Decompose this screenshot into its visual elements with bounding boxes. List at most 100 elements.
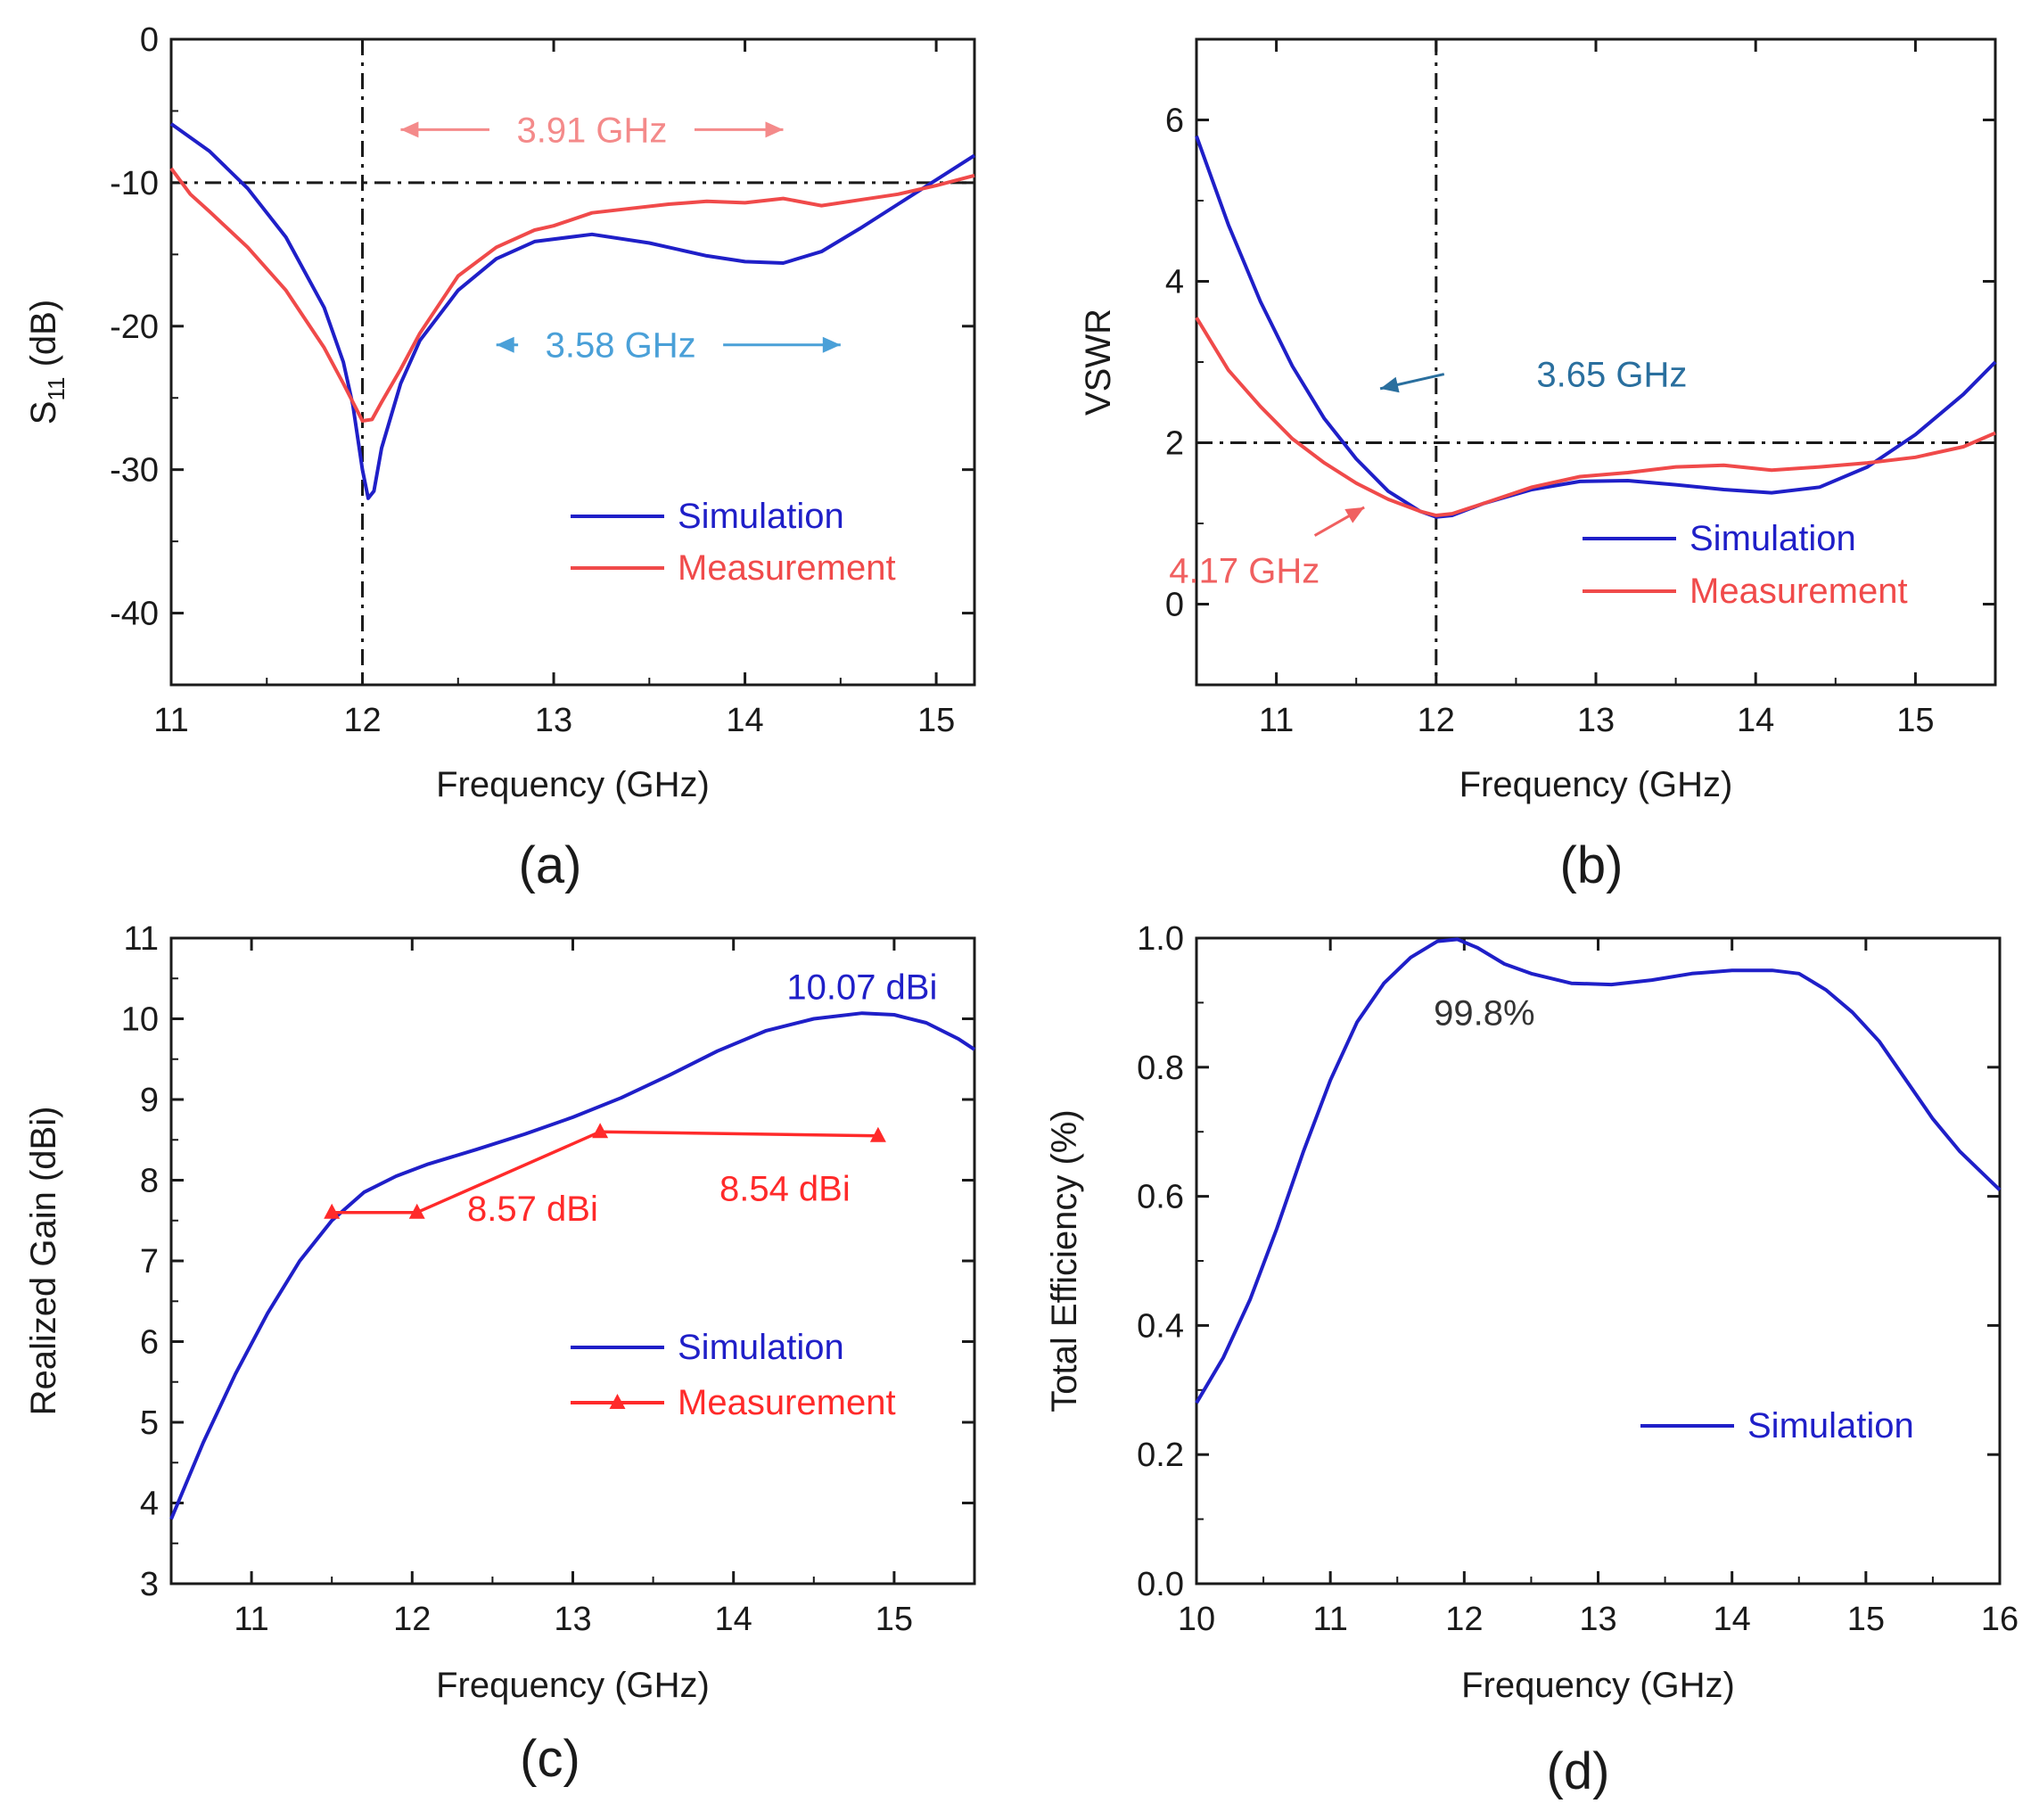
y-tick-label: 7 bbox=[140, 1243, 159, 1281]
y-tick-label: -20 bbox=[110, 309, 159, 346]
x-tick-label: 12 bbox=[343, 702, 381, 739]
annotation-arrow-head bbox=[822, 336, 841, 353]
legend-label: Simulation bbox=[1747, 1406, 1914, 1445]
series-line-measurement bbox=[1195, 317, 1996, 517]
annotation-label: 10.07 dBi bbox=[786, 968, 937, 1007]
annotation-arrow-head bbox=[765, 121, 784, 138]
x-tick-label: 14 bbox=[1737, 702, 1774, 739]
y-tick-label: 0.0 bbox=[1137, 1566, 1184, 1603]
panel-caption: (b) bbox=[1560, 836, 1624, 894]
data-point-marker bbox=[592, 1123, 609, 1139]
y-tick-label: 3 bbox=[140, 1566, 159, 1603]
annotation-label: 3.91 GHz bbox=[516, 111, 667, 150]
legend-label: Measurement bbox=[678, 548, 896, 588]
annotation-label: 3.65 GHz bbox=[1536, 356, 1687, 395]
plot-frame bbox=[169, 936, 976, 1585]
series-line-simulation bbox=[169, 1011, 976, 1520]
x-axis-label: Frequency (GHz) bbox=[1459, 765, 1733, 804]
x-axis-label: Frequency (GHz) bbox=[436, 765, 710, 804]
y-tick-label: 6 bbox=[1165, 103, 1184, 140]
y-axis-label: Total Efficiency (%) bbox=[1045, 1109, 1084, 1412]
y-axis-label-unit: (dB) bbox=[24, 300, 63, 377]
x-tick-label: 11 bbox=[1312, 1601, 1347, 1638]
y-axis-label: S11 (dB) bbox=[24, 300, 70, 424]
y-tick-label: 10 bbox=[121, 1001, 159, 1039]
y-tick-label: 0.2 bbox=[1137, 1437, 1184, 1474]
x-tick-label: 13 bbox=[535, 702, 572, 739]
y-tick-label: -40 bbox=[110, 596, 159, 633]
y-axis-label: Realized Gain (dBi) bbox=[24, 1107, 63, 1416]
x-axis-label: Frequency (GHz) bbox=[436, 1666, 710, 1705]
x-axis-label: Frequency (GHz) bbox=[1461, 1666, 1735, 1705]
chart-panel-d: 10 11 12 13 14 15 16 0.0 0.2 0.4 0.6 0.8 1.0 Frequenc… bbox=[1045, 920, 2018, 1800]
series-line-simulation bbox=[1195, 937, 2002, 1404]
legend-label: Simulation bbox=[678, 497, 844, 536]
chart-panel-b: 11 12 13 14 15 0 2 4 6 Frequency (GHz) VSWR (b) 3.65… bbox=[1079, 37, 1997, 894]
y-tick-label: -30 bbox=[110, 452, 159, 490]
y-axis-label-main: S bbox=[24, 401, 63, 425]
x-tick-label: 14 bbox=[726, 702, 763, 739]
x-tick-label: 15 bbox=[917, 702, 955, 739]
y-tick-label: 0 bbox=[1165, 587, 1184, 624]
annotation-label: 99.8% bbox=[1434, 993, 1534, 1033]
annotation-label: 8.57 dBi bbox=[467, 1190, 598, 1229]
x-tick-label: 14 bbox=[1714, 1601, 1751, 1638]
x-tick-label: 11 bbox=[153, 702, 188, 739]
data-point-marker bbox=[408, 1203, 425, 1219]
annotation-arrow-head bbox=[1344, 506, 1365, 523]
y-tick-label: 6 bbox=[140, 1324, 159, 1362]
y-tick-label: 11 bbox=[124, 920, 159, 958]
y-tick-label: 0 bbox=[140, 21, 159, 59]
y-tick-label: 0.8 bbox=[1137, 1050, 1184, 1087]
legend-label: Simulation bbox=[678, 1328, 844, 1367]
series-line-measurement bbox=[169, 167, 975, 423]
x-tick-label: 11 bbox=[234, 1601, 268, 1638]
x-tick-label: 12 bbox=[1418, 702, 1455, 739]
x-tick-label: 13 bbox=[1579, 1601, 1616, 1638]
y-axis-label: VSWR bbox=[1079, 309, 1118, 416]
y-tick-label: 4 bbox=[140, 1486, 159, 1523]
x-tick-label: 13 bbox=[1577, 702, 1615, 739]
legend-label: Measurement bbox=[678, 1383, 896, 1422]
plot-frame bbox=[169, 37, 976, 687]
y-tick-label: 5 bbox=[140, 1404, 159, 1442]
panel-caption: (c) bbox=[520, 1730, 580, 1788]
panel-caption: (d) bbox=[1547, 1742, 1610, 1800]
series-line-simulation bbox=[1195, 135, 1997, 519]
data-point-marker bbox=[869, 1126, 886, 1142]
annotation-label: 4.17 GHz bbox=[1169, 551, 1320, 590]
series-line-simulation bbox=[169, 122, 976, 500]
y-tick-label: 0.4 bbox=[1137, 1307, 1184, 1345]
legend-label: Measurement bbox=[1690, 572, 1908, 611]
annotation-arrow-head bbox=[1380, 376, 1400, 393]
x-tick-label: 11 bbox=[1259, 702, 1294, 739]
annotation-label: 3.58 GHz bbox=[546, 326, 696, 366]
legend-label: Simulation bbox=[1690, 519, 1856, 558]
x-tick-label: 15 bbox=[1847, 1601, 1885, 1638]
y-tick-label: -10 bbox=[110, 165, 159, 202]
y-tick-label: 8 bbox=[140, 1163, 159, 1200]
plot-frame bbox=[1195, 936, 2002, 1585]
y-tick-label: 9 bbox=[140, 1082, 159, 1119]
y-tick-label: 4 bbox=[1165, 264, 1184, 301]
panel-caption: (a) bbox=[519, 836, 582, 894]
annotation-arrow-head bbox=[496, 336, 514, 353]
x-tick-label: 10 bbox=[1178, 1601, 1215, 1638]
y-tick-label: 2 bbox=[1165, 425, 1184, 463]
y-axis-label-sub: 11 bbox=[43, 377, 70, 401]
annotation-label: 8.54 dBi bbox=[719, 1170, 851, 1209]
x-tick-label: 16 bbox=[1981, 1601, 2018, 1638]
x-tick-label: 15 bbox=[876, 1601, 913, 1638]
series-line-measurement bbox=[332, 1130, 878, 1215]
x-tick-label: 14 bbox=[715, 1601, 752, 1638]
data-point-marker bbox=[324, 1203, 341, 1219]
legend-marker bbox=[609, 1394, 626, 1409]
x-tick-label: 15 bbox=[1896, 702, 1934, 739]
x-tick-label: 13 bbox=[554, 1601, 591, 1638]
y-tick-label: 1.0 bbox=[1137, 920, 1184, 958]
y-tick-label: 0.6 bbox=[1137, 1179, 1184, 1216]
annotation-arrow-head bbox=[400, 121, 419, 138]
x-tick-label: 12 bbox=[1445, 1601, 1483, 1638]
